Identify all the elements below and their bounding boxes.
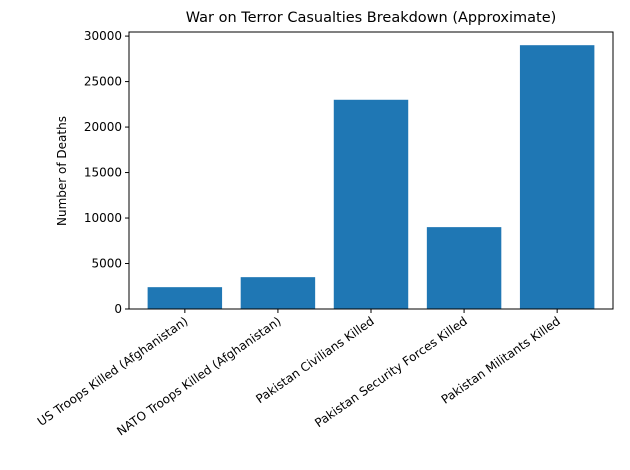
bar-2 (333, 99, 409, 309)
x-tick-label-0: US Troops Killed (Afghanistan) (35, 314, 191, 429)
plot-frame (128, 31, 614, 310)
bar-0 (147, 287, 223, 309)
y-axis-label: Number of Deaths (55, 116, 69, 226)
y-tick-label-2: 10000 (84, 211, 122, 225)
y-tick-label-5: 25000 (84, 75, 122, 89)
y-tick-label-0: 0 (114, 302, 122, 316)
bar-1 (240, 277, 316, 309)
y-tick-label-6: 30000 (84, 29, 122, 43)
x-tick-label-1: NATO Troops Killed (Afghanistan) (114, 314, 283, 438)
x-tick-label-3: Pakistan Security Forces Killed (312, 314, 470, 430)
y-tick-label-4: 20000 (84, 120, 122, 134)
y-tick-label-3: 15000 (84, 166, 122, 180)
y-tick-label-1: 5000 (91, 257, 122, 271)
chart-title: War on Terror Casualties Breakdown (Appr… (186, 10, 557, 26)
bar-3 (426, 227, 502, 309)
bars-group (147, 45, 595, 309)
y-axis: 0 5000 10000 15000 20000 25000 30000 (84, 29, 129, 316)
bar-4 (519, 45, 595, 309)
x-axis: US Troops Killed (Afghanistan)NATO Troop… (35, 309, 563, 438)
